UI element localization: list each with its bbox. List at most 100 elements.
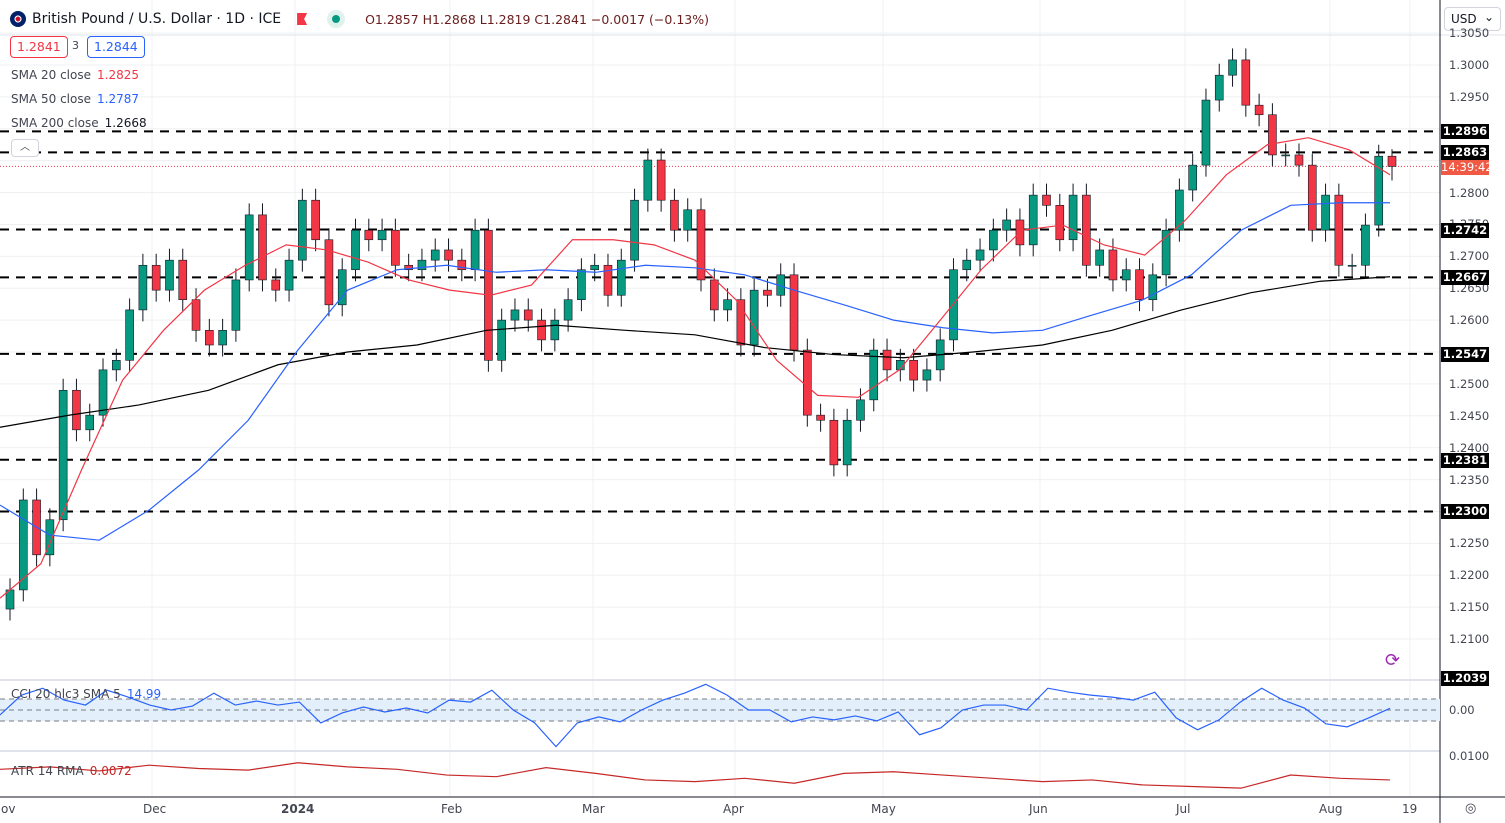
candle-body <box>205 330 214 346</box>
sma50-legend[interactable]: SMA 50 close 1.2787 <box>11 92 139 106</box>
candle-body <box>58 389 68 521</box>
candle-body <box>1228 59 1237 76</box>
candle-body <box>1321 194 1330 231</box>
buy-button[interactable]: 1.2844 <box>87 36 145 58</box>
candle-body <box>630 199 639 261</box>
time-tick: Dec <box>143 802 167 816</box>
price-tick: 1.3050 <box>1449 26 1490 41</box>
candle-body <box>670 199 679 231</box>
candle-body <box>244 214 254 281</box>
candle-body <box>377 229 387 241</box>
candle-body <box>258 214 267 281</box>
candle-body <box>683 209 693 231</box>
candle-body <box>1334 194 1344 266</box>
price-tick: 1.2450 <box>1449 408 1490 423</box>
candle-body <box>856 399 865 421</box>
settings-eye-icon[interactable]: ◎ <box>1465 801 1477 816</box>
candle-body <box>1042 194 1051 206</box>
price-tick: 1.2200 <box>1449 568 1490 583</box>
candle-body <box>922 369 932 381</box>
candle-body <box>603 264 613 296</box>
candle-body <box>1214 74 1224 101</box>
candle-body <box>1374 155 1384 226</box>
candle-body <box>1002 219 1011 231</box>
candle-body <box>457 259 467 271</box>
level-label: 1.2547 <box>1441 346 1489 362</box>
candle-body <box>404 264 413 271</box>
candle-body <box>1361 224 1370 266</box>
candle-body <box>1121 269 1131 281</box>
candle-body <box>417 259 427 271</box>
candle-body <box>1241 59 1251 106</box>
candle-body <box>896 360 905 371</box>
candle-body <box>85 414 95 431</box>
candle-body <box>1307 164 1317 231</box>
candle-body <box>430 249 440 261</box>
candle-body <box>191 299 201 331</box>
candle-body <box>869 349 879 401</box>
flag-icon[interactable] <box>297 13 308 25</box>
candle-body <box>18 499 28 591</box>
price-tick: 1.2350 <box>1449 472 1490 487</box>
time-tick: Feb <box>441 802 463 816</box>
time-tick: May <box>871 802 896 816</box>
price-tick: 1.2500 <box>1449 376 1490 391</box>
candle-body <box>736 299 746 346</box>
market-status-icon[interactable] <box>327 10 346 28</box>
candle-body <box>1188 164 1197 191</box>
candle-body <box>763 289 772 296</box>
countdown-label: 14:39:42 <box>1441 160 1493 175</box>
candle-body <box>1095 249 1104 266</box>
sma50-line <box>0 202 1390 541</box>
level-label: 1.2863 <box>1441 145 1489 161</box>
candle-body <box>816 414 825 421</box>
symbol-title[interactable]: British Pound / U.S. Dollar · 1D · ICE <box>32 11 282 27</box>
candle-body <box>364 229 374 241</box>
spread-value: 3 <box>72 39 79 52</box>
candle-body <box>1281 154 1290 157</box>
candle-body <box>1068 194 1078 241</box>
candle-body <box>165 259 174 291</box>
sma20-legend[interactable]: SMA 20 close 1.2825 <box>11 68 139 82</box>
level-label: 1.2667 <box>1441 270 1489 286</box>
price-tick: 1.2100 <box>1449 632 1490 647</box>
cci-legend[interactable]: CCI 20 hlc3 SMA 5 14.99 <box>11 687 162 701</box>
time-tick: Jul <box>1176 802 1191 816</box>
candle-body <box>989 229 998 251</box>
candle-body <box>112 360 121 371</box>
currency-select[interactable]: USD ⌄ <box>1444 7 1501 31</box>
candle-body <box>470 229 480 271</box>
collapse-legend-button[interactable]: ︿ <box>11 139 39 157</box>
candle-body <box>510 309 520 321</box>
atr-legend[interactable]: ATR 14 RMA 0.0072 <box>11 764 132 778</box>
candle-body <box>497 319 506 361</box>
candle-body <box>391 229 400 266</box>
sell-button[interactable]: 1.2841 <box>10 36 68 58</box>
candle-body <box>138 264 148 311</box>
candle-body <box>749 289 759 346</box>
candle-body <box>337 269 347 306</box>
candle-body <box>1055 205 1065 241</box>
level-label: 1.2896 <box>1441 124 1489 140</box>
price-tick: 1.2700 <box>1449 249 1490 264</box>
candle-body <box>829 419 839 466</box>
candle-body <box>271 279 281 291</box>
candle-body <box>1268 114 1277 156</box>
candle-body <box>1135 269 1144 301</box>
candle-body <box>975 249 985 261</box>
candle-body <box>1161 229 1171 276</box>
candle-body <box>909 360 918 381</box>
time-tick: Aug <box>1319 802 1343 816</box>
level-label: 1.2381 <box>1441 452 1489 468</box>
sma200-legend[interactable]: SMA 200 close 1.2668 <box>11 116 147 130</box>
atr-tick: 0.0100 <box>1449 749 1490 763</box>
time-tick: Mar <box>582 802 605 816</box>
level-label: 1.2300 <box>1441 504 1489 520</box>
candle-body <box>1108 249 1118 281</box>
candle-body <box>324 239 334 306</box>
candle-body <box>45 519 55 556</box>
time-tick: 2024 <box>281 802 315 816</box>
candle-body <box>1347 264 1357 267</box>
price-tick: 1.2950 <box>1449 89 1490 104</box>
